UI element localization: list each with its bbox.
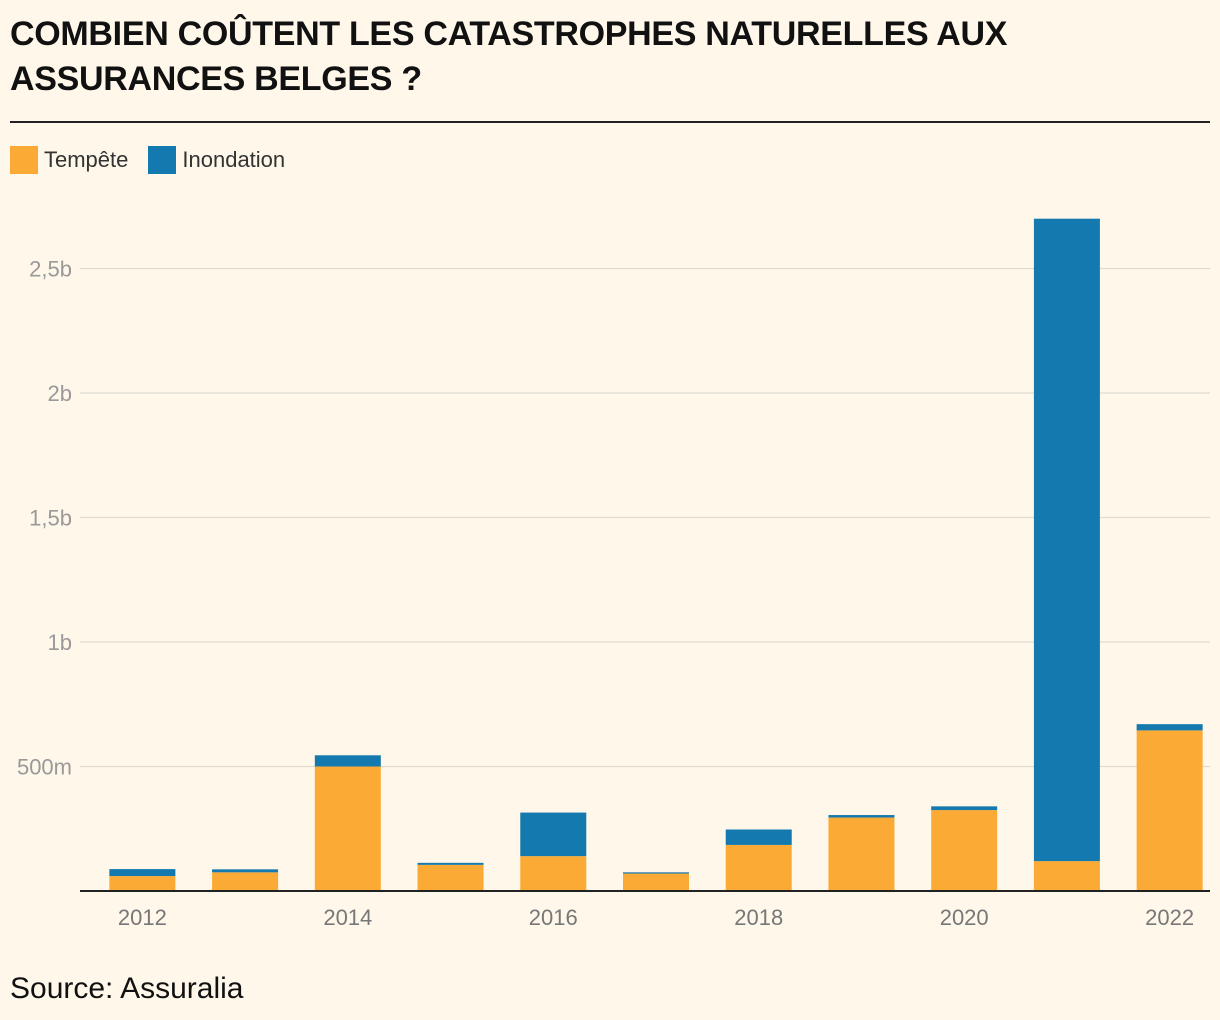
bar-inondation-2019 [828, 815, 895, 818]
source-note: Source: Assuralia [10, 972, 244, 1005]
bar-tempete-2021 [1033, 861, 1100, 891]
bar-tempete-2022 [1136, 730, 1203, 891]
x-tick-label: 2020 [940, 905, 989, 930]
legend-label-inondation: Inondation [182, 147, 286, 172]
x-tick-label: 2022 [1145, 905, 1194, 930]
bar-inondation-2012 [109, 869, 176, 877]
bar-tempete-2018 [725, 844, 792, 891]
y-tick-label: 1b [48, 630, 72, 655]
x-tick-label: 2018 [734, 905, 783, 930]
legend-swatch-inondation [148, 146, 177, 174]
bar-inondation-2018 [725, 829, 792, 845]
bar-tempete-2019 [828, 817, 895, 891]
legend: Tempête Inondation [10, 146, 305, 174]
bar-tempete-2016 [520, 856, 587, 891]
bar-tempete-2017 [623, 873, 689, 891]
legend-label-tempete: Tempête [44, 147, 129, 172]
bar-inondation-2017 [623, 872, 689, 874]
legend-swatch-tempete [10, 146, 38, 174]
bar-inondation-2015 [417, 862, 484, 865]
bar-inondation-2021 [1033, 218, 1100, 862]
bar-inondation-2014 [314, 755, 381, 767]
legend-item-tempete: Tempête [10, 146, 128, 174]
x-tick-label: 2012 [118, 905, 167, 930]
stacked-bar-chart: 500m 1b 1,5b 2b 2,5b 2012 2014 2016 2018 2020 2022 [17, 218, 1210, 930]
y-tick-label: 2,5b [29, 257, 72, 282]
bar-inondation-2020 [931, 806, 998, 811]
bar-tempete-2014 [314, 766, 381, 891]
x-tick-label: 2014 [323, 905, 372, 930]
bar-tempete-2013 [212, 872, 279, 891]
y-tick-label: 500m [17, 755, 72, 780]
bar-tempete-2012 [109, 876, 176, 891]
bar-inondation-2016 [520, 812, 587, 857]
bar-tempete-2015 [417, 864, 484, 891]
x-tick-label: 2016 [529, 905, 578, 930]
title-divider [10, 121, 1210, 123]
bar-inondation-2022 [1136, 724, 1203, 731]
y-tick-label: 2b [48, 381, 72, 406]
legend-item-inondation: Inondation [148, 146, 285, 174]
y-tick-label: 1,5b [29, 506, 72, 531]
bar-inondation-2013 [212, 869, 279, 873]
bar-tempete-2020 [931, 810, 998, 891]
chart-title: COMBIEN COÛTENT LES CATASTROPHES NATUREL… [10, 15, 1008, 98]
